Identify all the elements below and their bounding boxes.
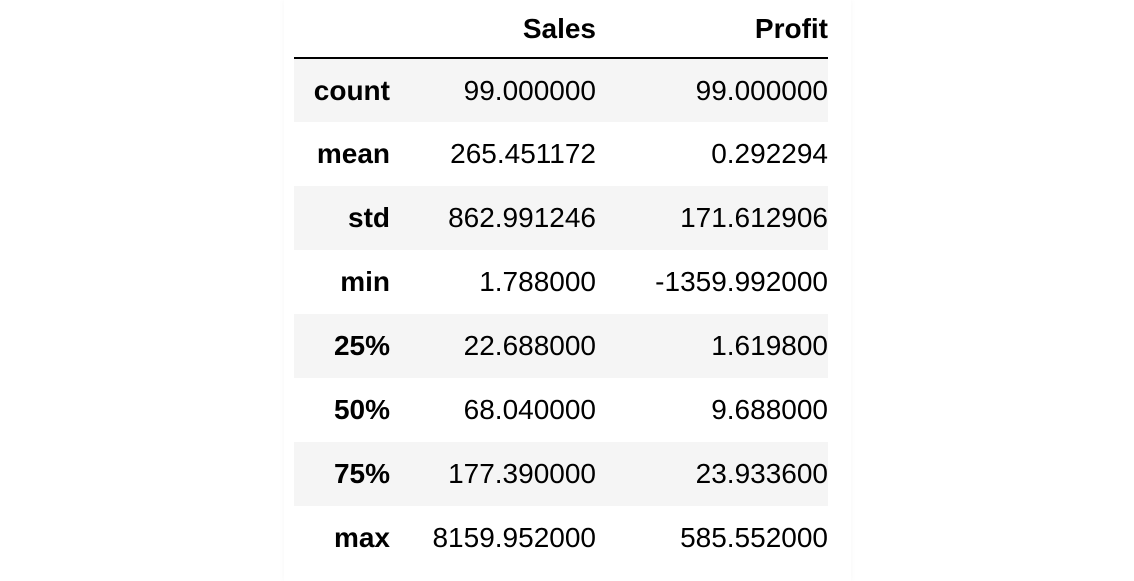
row-label: max (333, 522, 390, 553)
profit-cell: -1359.992000 (655, 266, 828, 297)
describe-table: Sales Profit count 99.000000 99.000000 m… (294, 0, 828, 570)
row-label: 75% (333, 458, 390, 489)
profit-cell: 585.552000 (680, 522, 828, 553)
table-row: 75% 177.390000 23.933600 (294, 442, 828, 506)
sales-cell: 99.000000 (463, 74, 596, 106)
table-header: Sales Profit (294, 0, 828, 59)
sales-cell: 1.788000 (479, 266, 596, 297)
header-row: Sales Profit (294, 0, 828, 59)
row-label: std (348, 202, 390, 233)
header-index-cell (294, 0, 390, 59)
profit-cell: 171.612906 (680, 202, 828, 233)
profit-cell: 9.688000 (711, 394, 828, 425)
profit-cell: 23.933600 (695, 458, 828, 489)
table-row: 25% 22.688000 1.619800 (294, 314, 828, 378)
profit-cell: 1.619800 (711, 330, 828, 361)
table-row: min 1.788000 -1359.992000 (294, 250, 828, 314)
table-row: mean 265.451172 0.292294 (294, 122, 828, 186)
sales-cell: 862.991246 (448, 202, 596, 233)
table-row: std 862.991246 171.612906 (294, 186, 828, 250)
row-label: min (340, 266, 390, 297)
sales-cell: 68.040000 (463, 394, 596, 425)
sales-cell: 22.688000 (463, 330, 596, 361)
table-row: 50% 68.040000 9.688000 (294, 378, 828, 442)
profit-cell: 99.000000 (695, 74, 828, 106)
row-label: 25% (333, 330, 390, 361)
header-profit: Profit (596, 0, 828, 59)
sales-cell: 8159.952000 (432, 522, 596, 553)
sales-cell: 177.390000 (448, 458, 596, 489)
dataframe-output (284, 0, 851, 581)
profit-cell: 0.292294 (711, 138, 828, 169)
header-sales: Sales (390, 0, 596, 59)
table-row: count 99.000000 99.000000 (294, 58, 828, 122)
table-body: count 99.000000 99.000000 mean 265.45117… (294, 58, 828, 570)
sales-cell: 265.451172 (450, 138, 596, 169)
table-row: max 8159.952000 585.552000 (294, 506, 828, 570)
row-label: count (313, 74, 390, 106)
row-label: mean (316, 138, 390, 169)
row-label: 50% (333, 394, 390, 425)
